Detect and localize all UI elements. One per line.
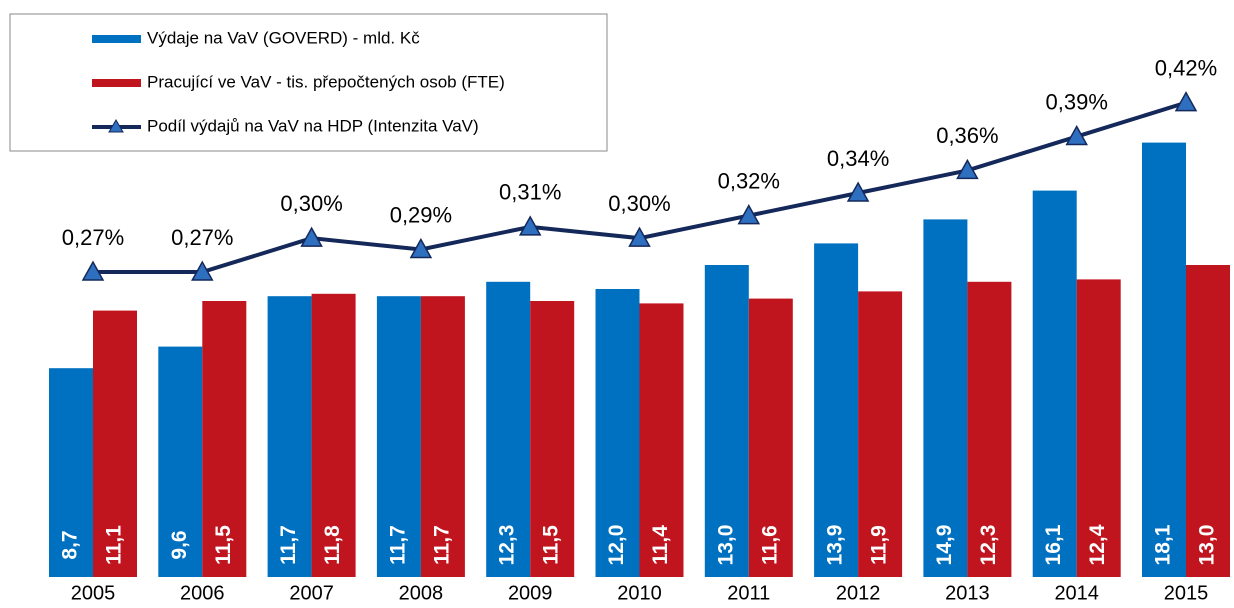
bar	[923, 219, 968, 577]
bar	[1142, 142, 1186, 577]
line-value-label: 0,42%	[1155, 55, 1217, 80]
x-tick-label: 2008	[399, 582, 444, 604]
line-value-label: 0,39%	[1046, 89, 1108, 114]
bar	[1186, 265, 1230, 577]
bar	[1076, 279, 1121, 577]
bar	[530, 301, 575, 577]
line-marker	[300, 226, 323, 247]
bar-value-label: 11,7	[277, 525, 300, 565]
line-marker	[81, 260, 105, 281]
bar	[267, 296, 312, 577]
line-value-label: 0,30%	[608, 191, 670, 216]
bar	[814, 243, 859, 577]
x-tick-label: 2013	[945, 582, 990, 604]
bar	[486, 281, 531, 577]
bar-value-label: 11,5	[212, 525, 235, 565]
bar	[639, 303, 684, 577]
bar-value-label: 12,3	[496, 525, 519, 566]
line-value-label: 0,31%	[499, 180, 561, 205]
legend-swatch	[92, 79, 141, 87]
bar-value-label: 11,7	[386, 525, 409, 565]
bar	[420, 296, 465, 577]
bar	[967, 281, 1012, 577]
legend-marker	[108, 119, 124, 133]
bar	[748, 298, 793, 577]
bar-value-label: 12,0	[605, 525, 628, 566]
bar-value-label: 9,6	[168, 530, 191, 559]
bar	[311, 293, 356, 577]
bar-value-label: 13,0	[1196, 525, 1219, 566]
line-value-label: 0,36%	[936, 123, 998, 148]
x-tick-label: 2014	[1054, 582, 1099, 604]
line-value-label: 0,34%	[827, 146, 889, 171]
bar	[93, 310, 137, 577]
bar-value-label: 12,4	[1086, 524, 1109, 565]
bar	[158, 346, 203, 577]
line-value-label: 0,29%	[390, 202, 452, 227]
line-value-label: 0,27%	[62, 225, 124, 250]
line-value-label: 0,27%	[171, 225, 233, 250]
bar-value-label: 13,0	[714, 525, 737, 566]
bar-value-label: 18,1	[1152, 524, 1175, 565]
line-marker	[956, 158, 979, 180]
line-marker	[1174, 91, 1198, 112]
bar-value-label: 14,9	[933, 525, 956, 566]
x-tick-label: 2012	[836, 582, 881, 604]
legend-swatch	[92, 35, 141, 43]
bar-value-label: 12,3	[977, 525, 1000, 566]
bar	[49, 368, 93, 577]
x-tick-label: 2011	[727, 582, 770, 604]
bar-value-label: 11,7	[430, 525, 453, 565]
x-tick-label: 2010	[617, 582, 662, 604]
bar	[376, 296, 421, 577]
x-tick-label: 2009	[508, 582, 553, 604]
line-marker	[1065, 124, 1088, 146]
line-value-label: 0,32%	[718, 168, 780, 193]
bar-value-label: 11,8	[321, 525, 344, 565]
bar-value-label: 11,5	[540, 525, 563, 565]
bar	[202, 301, 247, 577]
legend-label: Výdaje na VaV (GOVERD) - mld. Kč	[147, 28, 420, 47]
line-marker	[191, 260, 214, 281]
bar	[704, 265, 749, 577]
x-tick-label: 2005	[71, 582, 116, 604]
line-marker	[737, 204, 761, 225]
bar-value-label: 11,4	[649, 525, 672, 565]
bar-value-label: 13,9	[824, 525, 847, 566]
bar	[1032, 190, 1077, 577]
line-marker	[518, 215, 542, 236]
x-tick-label: 2007	[289, 582, 334, 604]
line-marker	[628, 226, 651, 247]
line-value-label: 0,30%	[280, 191, 342, 216]
bar-value-label: 11,1	[103, 525, 126, 565]
x-tick-label: 2015	[1164, 582, 1209, 604]
legend-label: Podíl výdajů na VaV na HDP (Intenzita Va…	[147, 116, 479, 135]
line-marker	[409, 237, 433, 259]
bar-value-label: 11,9	[868, 525, 891, 565]
bar	[858, 291, 903, 577]
line-marker	[846, 181, 870, 202]
bar-value-label: 8,7	[59, 530, 82, 559]
bar	[595, 289, 640, 577]
bar-value-label: 16,1	[1042, 524, 1065, 565]
legend-label: Pracující ve VaV - tis. přepočtených oso…	[147, 72, 505, 91]
x-tick-label: 2006	[180, 582, 225, 604]
bar-value-label: 11,6	[758, 525, 781, 565]
